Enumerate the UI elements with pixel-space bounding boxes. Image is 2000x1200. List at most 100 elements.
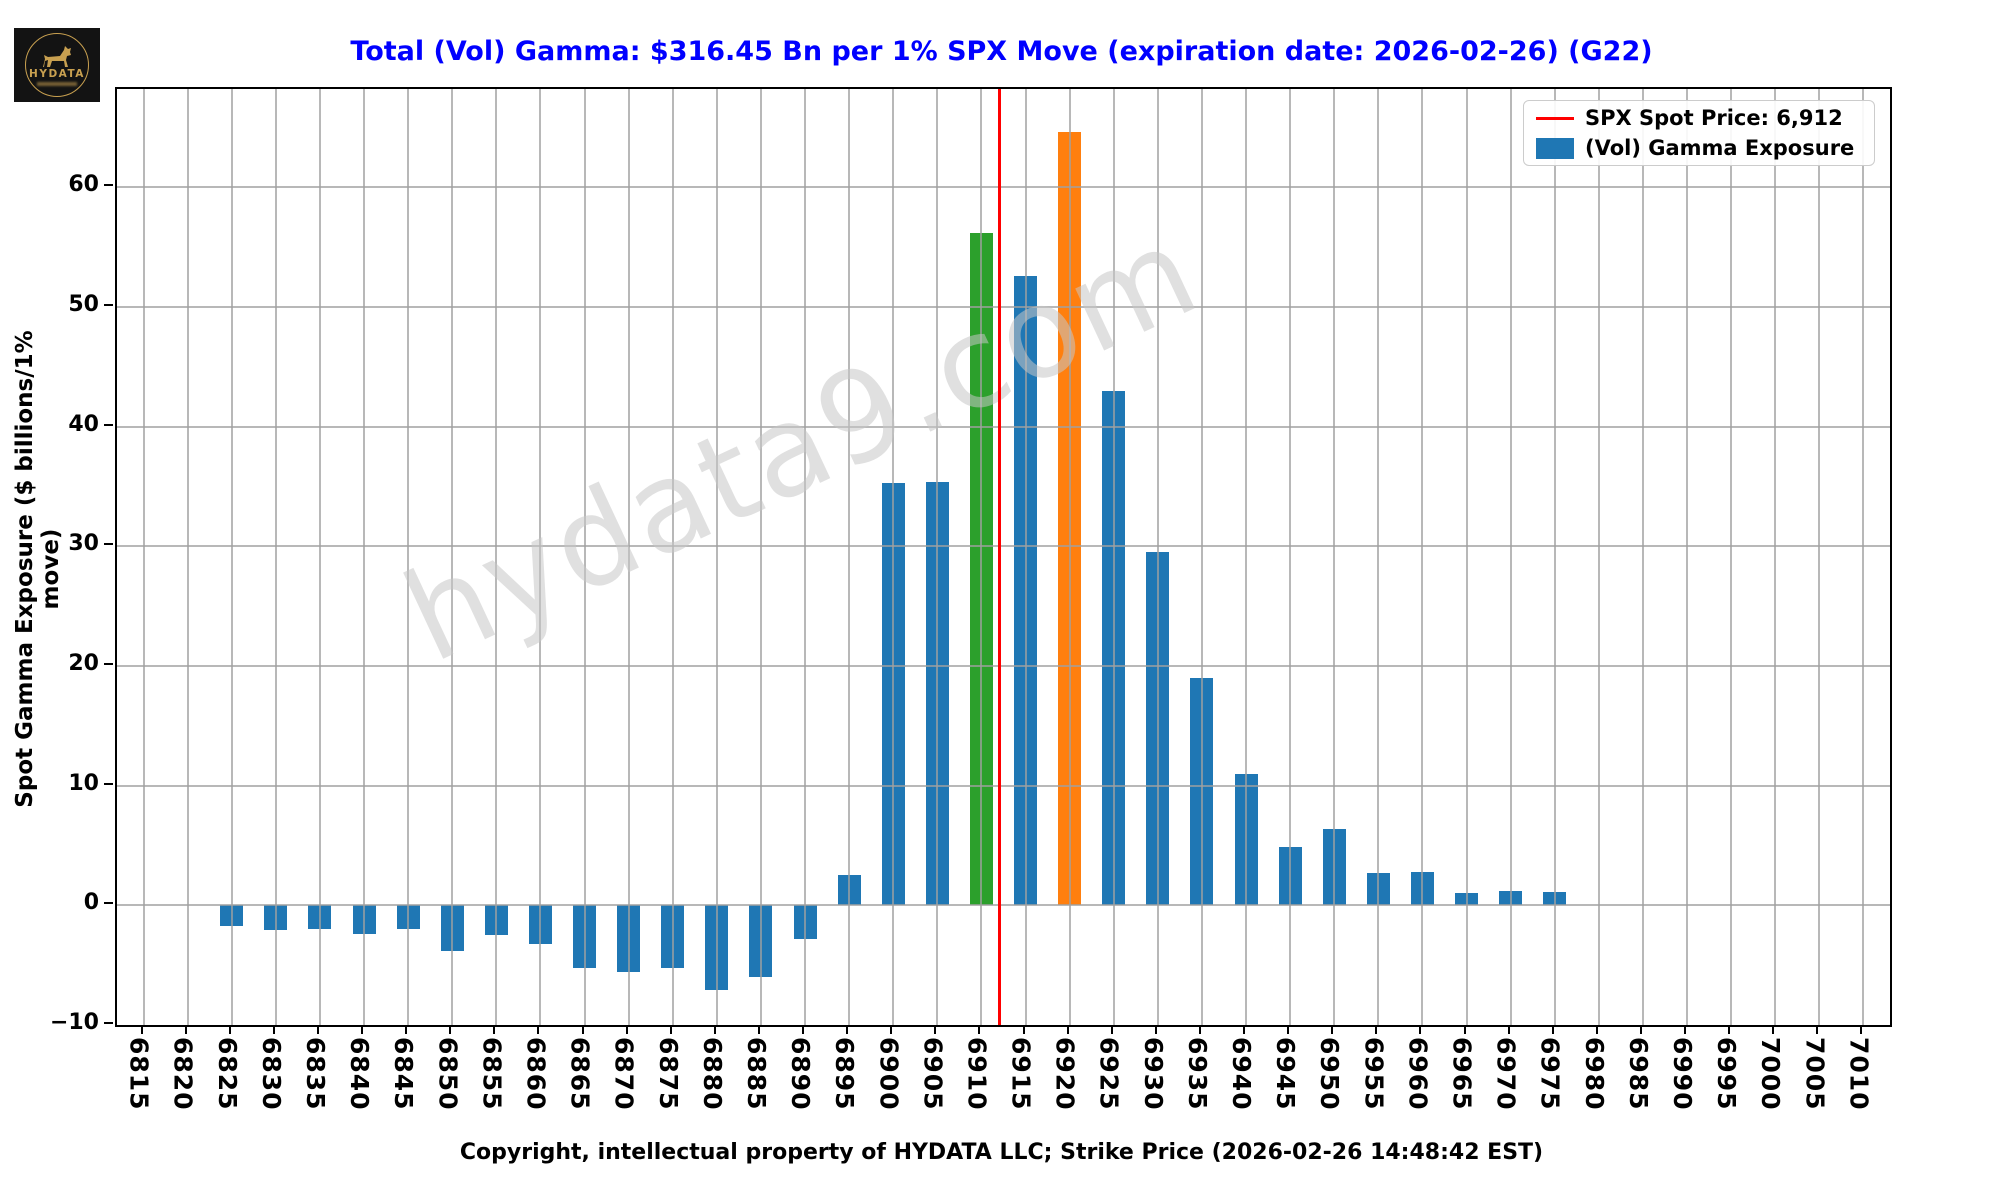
xtick-mark-6925 [1110, 1025, 1113, 1034]
ytick-label-40: 40 [68, 411, 99, 437]
xtick-mark-6860 [537, 1025, 540, 1034]
xtick-label-6935: 6935 [1182, 1037, 1212, 1111]
xtick-label-6980: 6980 [1579, 1037, 1609, 1111]
gridline-y-30 [117, 545, 1890, 548]
gridline-x-6840 [363, 89, 366, 1025]
xtick-label-6855: 6855 [477, 1037, 507, 1111]
xtick-label-6860: 6860 [521, 1037, 551, 1111]
xtick-label-7010: 7010 [1844, 1037, 1874, 1111]
xtick-mark-6870 [625, 1025, 628, 1034]
gridline-x-6835 [318, 89, 321, 1025]
xtick-mark-6840 [361, 1025, 364, 1034]
gridline-x-6945 [1289, 89, 1292, 1025]
xtick-label-7000: 7000 [1756, 1037, 1786, 1111]
xtick-label-6875: 6875 [653, 1037, 683, 1111]
gridline-x-6920 [1068, 89, 1071, 1025]
xtick-label-6825: 6825 [212, 1037, 242, 1111]
xtick-label-6990: 6990 [1668, 1037, 1697, 1111]
gridline-x-6910 [980, 89, 983, 1025]
gridline-x-6915 [1024, 89, 1027, 1025]
xtick-mark-6940 [1243, 1025, 1246, 1034]
wolf-icon [43, 45, 71, 67]
xtick-label-6950: 6950 [1315, 1037, 1345, 1111]
ytick-label-60: 60 [68, 172, 99, 198]
xtick-label-6970: 6970 [1491, 1037, 1521, 1111]
xtick-mark-6890 [802, 1025, 805, 1034]
xtick-label-6910: 6910 [962, 1037, 992, 1111]
xtick-mark-6965 [1463, 1025, 1466, 1034]
gridline-x-6830 [274, 89, 277, 1025]
xtick-mark-6905 [934, 1025, 937, 1034]
xtick-label-6820: 6820 [168, 1037, 198, 1111]
xtick-label-6955: 6955 [1359, 1037, 1389, 1111]
ytick-label-20: 20 [68, 650, 99, 676]
gridline-y-60 [117, 186, 1890, 189]
gridline-x-6935 [1200, 89, 1203, 1025]
gridline-x-6960 [1421, 89, 1424, 1025]
spx-spot-price-line [997, 89, 1001, 1025]
xtick-mark-6845 [405, 1025, 408, 1034]
xtick-mark-6980 [1595, 1025, 1598, 1034]
xtick-label-6975: 6975 [1535, 1037, 1565, 1111]
xtick-label-6835: 6835 [300, 1037, 330, 1111]
ytick-mark-20 [104, 662, 113, 665]
gridline-x-6930 [1156, 89, 1159, 1025]
xtick-label-6850: 6850 [433, 1037, 463, 1111]
xtick-mark-6970 [1507, 1025, 1510, 1034]
xtick-mark-6880 [713, 1025, 716, 1034]
ytick-mark-30 [104, 543, 113, 546]
ytick-mark-60 [104, 184, 113, 187]
legend: SPX Spot Price: 6,912 (Vol) Gamma Exposu… [1523, 100, 1875, 166]
ytick-mark-0 [104, 902, 113, 905]
xtick-label-6995: 6995 [1712, 1037, 1742, 1111]
logo-tagline [37, 82, 77, 87]
gridline-x-6990 [1686, 89, 1688, 1025]
xtick-mark-6900 [890, 1025, 893, 1034]
xtick-mark-6895 [846, 1025, 849, 1034]
gridline-x-6880 [715, 89, 718, 1025]
gridline-x-6940 [1245, 89, 1248, 1025]
xtick-mark-7010 [1860, 1025, 1863, 1034]
xtick-label-6920: 6920 [1050, 1037, 1080, 1111]
gridline-y-40 [117, 425, 1890, 428]
y-axis-label: Spot Gamma Exposure ($ billions/1% move) [12, 330, 64, 808]
gridline-x-6985 [1641, 89, 1644, 1025]
xtick-label-6865: 6865 [565, 1037, 595, 1111]
gamma-exposure-swatch [1536, 137, 1574, 159]
xtick-label-6915: 6915 [1006, 1037, 1036, 1111]
xtick-mark-6855 [493, 1025, 496, 1034]
xtick-label-6905: 6905 [918, 1037, 948, 1111]
xtick-label-6845: 6845 [389, 1037, 419, 1111]
xtick-label-6960: 6960 [1403, 1037, 1433, 1111]
xtick-mark-6915 [1022, 1025, 1025, 1034]
gridline-x-6845 [407, 89, 410, 1025]
xtick-mark-6955 [1375, 1025, 1378, 1034]
gridline-x-6875 [671, 89, 674, 1025]
ytick-mark-40 [104, 423, 113, 426]
xtick-label-6985: 6985 [1623, 1037, 1653, 1111]
gridline-x-6850 [451, 89, 454, 1025]
xtick-label-6895: 6895 [830, 1037, 860, 1111]
xtick-mark-6930 [1154, 1025, 1157, 1034]
gridline-y-10 [117, 784, 1890, 787]
xtick-mark-6865 [581, 1025, 584, 1034]
logo-circle: HYDATA [25, 33, 89, 97]
gridline-x-6885 [759, 89, 762, 1025]
hydata-logo: HYDATA [14, 28, 100, 102]
gridline-x-6955 [1377, 89, 1380, 1025]
ytick-label-50: 50 [68, 291, 99, 317]
legend-row-gamma: (Vol) Gamma Exposure [1536, 136, 1874, 160]
ytick-mark-10 [104, 782, 113, 785]
xtick-mark-6875 [669, 1025, 672, 1034]
gridline-x-6825 [230, 89, 233, 1025]
xtick-mark-6835 [316, 1025, 319, 1034]
xtick-mark-6885 [757, 1025, 760, 1034]
xtick-label-6840: 6840 [345, 1037, 375, 1111]
xtick-mark-6920 [1066, 1025, 1069, 1034]
xtick-label-6890: 6890 [786, 1037, 816, 1111]
gridline-x-6970 [1509, 89, 1512, 1025]
ytick-label--10: −10 [49, 1010, 99, 1035]
xtick-mark-7005 [1816, 1025, 1819, 1034]
xtick-mark-6825 [228, 1025, 231, 1034]
gridline-x-6890 [804, 89, 807, 1025]
